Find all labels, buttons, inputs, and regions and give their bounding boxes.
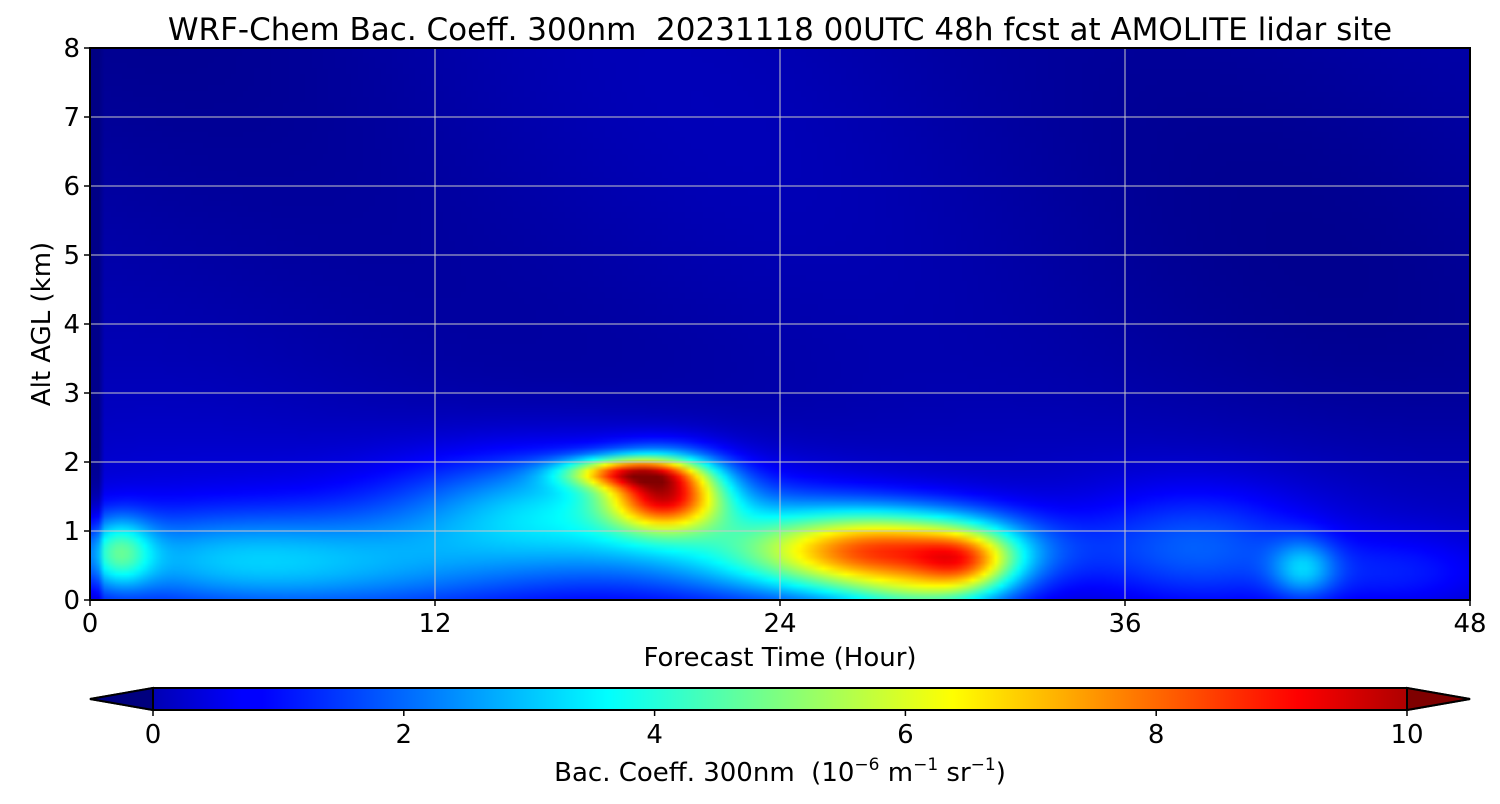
y-axis: 0 1 2 3 4 5 6 7 8 — [63, 34, 90, 616]
y-tick-label: 2 — [63, 448, 80, 478]
y-axis-label: Alt AGL (km) — [27, 242, 57, 406]
x-axis: 0 12 24 36 48 — [82, 600, 1487, 639]
y-tick-label: 0 — [63, 586, 80, 616]
y-tick-label: 8 — [63, 34, 80, 64]
x-tick-label: 12 — [418, 609, 451, 639]
colorbar-tick-label: 6 — [897, 720, 914, 750]
colorbar-label-unit2: sr — [938, 758, 971, 788]
x-tick-label: 24 — [763, 609, 796, 639]
colorbar-tick-label: 2 — [396, 720, 413, 750]
y-tick-label: 3 — [63, 379, 80, 409]
colorbar-label-end: ) — [996, 758, 1006, 788]
colorbar-tick-label: 10 — [1390, 720, 1423, 750]
chart-title: WRF-Chem Bac. Coeff. 300nm 20231118 00UT… — [168, 12, 1392, 48]
colorbar-tick-label: 8 — [1148, 720, 1165, 750]
colorbar-body — [89, 687, 1471, 711]
grid-lines — [90, 48, 1470, 600]
colorbar-tick-label: 0 — [145, 720, 162, 750]
y-tick-label: 6 — [63, 172, 80, 202]
colorbar-label-exp1: −6 — [854, 755, 879, 775]
x-tick-label: 48 — [1453, 609, 1486, 639]
plot-area — [89, 47, 1471, 601]
x-axis-label: Forecast Time (Hour) — [643, 643, 916, 673]
y-tick-label: 7 — [63, 103, 80, 133]
colorbar-extend-low — [89, 686, 154, 712]
y-tick-label: 4 — [63, 310, 80, 340]
y-tick-label: 5 — [63, 241, 80, 271]
colorbar-label-unit1: m — [879, 758, 913, 788]
colorbar-label-exp2: −1 — [913, 755, 938, 775]
colorbar-label-main: Bac. Coeff. 300nm (10 — [554, 758, 854, 788]
x-tick-label: 36 — [1108, 609, 1141, 639]
colorbar-label: Bac. Coeff. 300nm (10−6 m−1 sr−1) — [554, 755, 1006, 788]
colorbar-extend-high — [1406, 686, 1471, 712]
colorbar-tick-label: 4 — [646, 720, 663, 750]
colorbar-ticks: 0 2 4 6 8 10 — [145, 710, 1424, 750]
colorbar-label-exp3: −1 — [971, 755, 996, 775]
x-tick-label: 0 — [82, 609, 99, 639]
colorbar: 0 2 4 6 8 10 Bac. Coeff. 300nm (10−6 m−1 sr−1… — [89, 686, 1471, 788]
y-tick-label: 1 — [63, 517, 80, 547]
